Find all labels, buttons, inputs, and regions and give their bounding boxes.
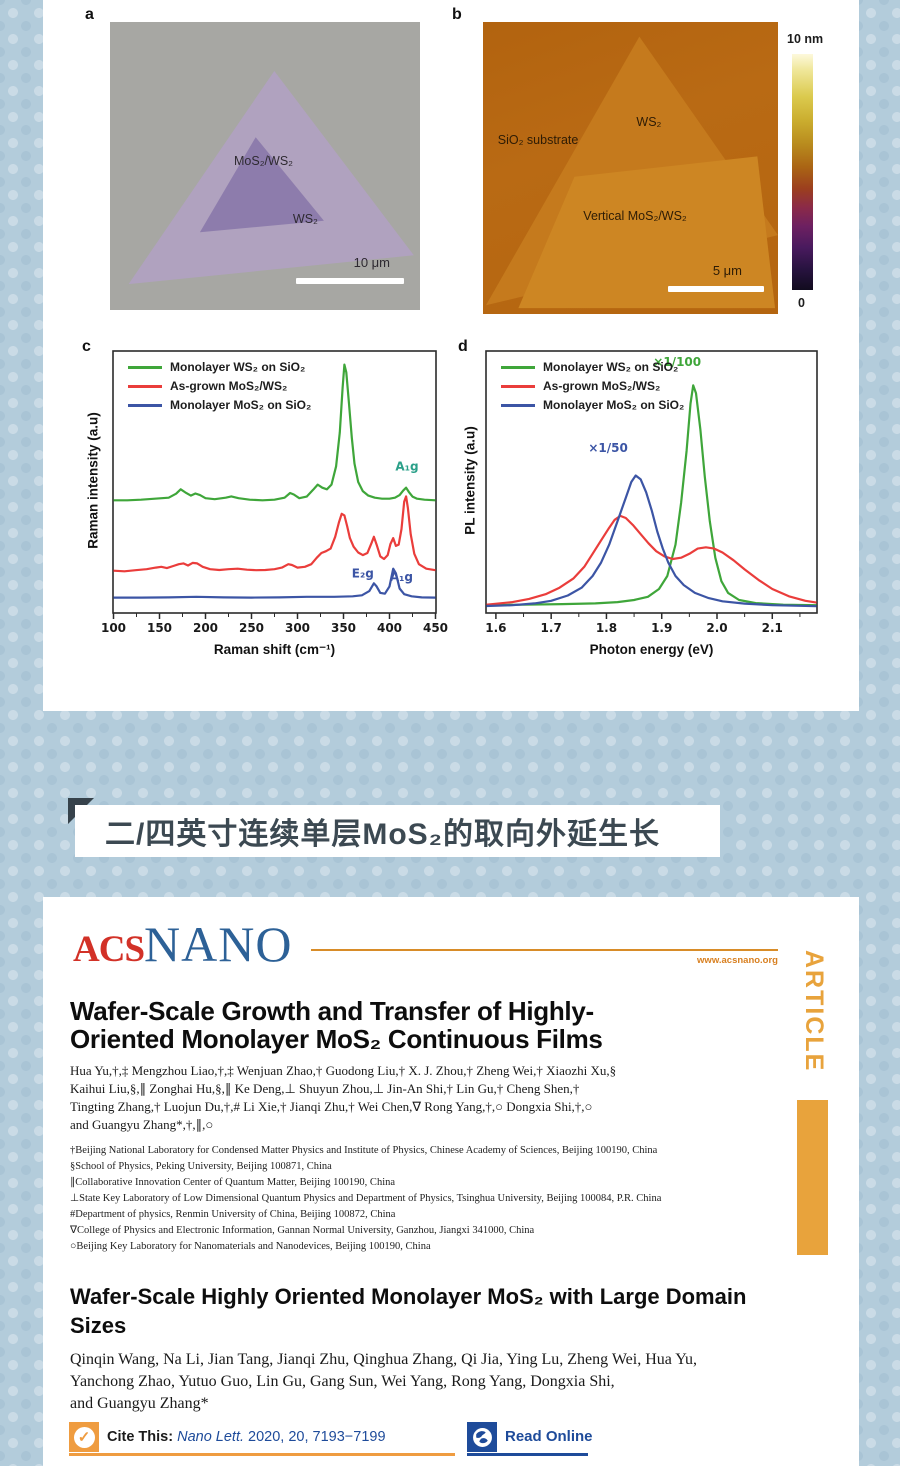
journal-url-link[interactable]: www.acsnano.org [697, 955, 778, 966]
cite-this-button[interactable]: ✓ [69, 1422, 99, 1452]
cite-underline [69, 1453, 455, 1456]
tick-label: 150 [147, 621, 172, 635]
colorbar-max-label: 10 nm [787, 32, 824, 46]
cite-this-label: Cite This: [107, 1429, 174, 1445]
series-Monolayer WS₂ on SiO₂ [486, 384, 817, 607]
tick-label: 450 [423, 621, 448, 635]
author-line: and Guangyu Zhang*,†,∥,○ [70, 1117, 214, 1132]
acs-logo-acs: ACS [73, 929, 145, 970]
cite-ref: 2020, 20, 7193−7199 [244, 1429, 386, 1445]
tick-label: 350 [331, 621, 356, 635]
tick-label: 100 [101, 621, 126, 635]
mos2-ws2-annotation: MoS₂/WS₂ [234, 154, 294, 169]
article-banner-text: ARTICLE [800, 950, 828, 1073]
afm-ws2-annotation: WS₂ [636, 115, 662, 130]
tick-label: 400 [377, 621, 402, 635]
raman-xlabel: Raman shift (cm⁻¹) [213, 642, 336, 657]
vertical-annotation: Vertical MoS₂/WS₂ [583, 208, 687, 223]
chart-annotation: E₂g [352, 566, 374, 580]
pl-ylabel: PL intensity (a.u) [462, 426, 478, 535]
read-online-underline [467, 1453, 588, 1456]
tick-label: 1.8 [596, 621, 617, 635]
tick-label: 1.6 [485, 621, 506, 635]
substrate-annotation: SiO₂ substrate [497, 132, 579, 147]
acs-logo-nano: NANO [144, 916, 293, 972]
section-heading-text: 二/四英寸连续单层MoS₂的取向外延生长 [105, 818, 660, 851]
series-Monolayer WS₂ on SiO₂ [113, 363, 436, 502]
affiliation-item: †Beijing National Laboratory for Condens… [70, 1145, 658, 1156]
afm-image: SiO₂ substrate WS₂ Vertical MoS₂/WS₂ 5 μ… [483, 22, 778, 314]
panel-c-label: c [82, 338, 91, 355]
scalebar-label-b: 5 μm [712, 263, 742, 278]
colorbar [792, 54, 813, 290]
masthead-rule [311, 949, 778, 951]
raman-chart: 100 150 200 250 300 350 400 450 A₁g E₂g A₁g Monola… [101, 350, 448, 635]
figure-card: a MoS₂/WS₂ WS₂ 10 μm b SiO₂ substrate WS… [43, 0, 859, 711]
cite-journal: Nano Lett. [177, 1429, 245, 1445]
tick-label: 2.0 [706, 621, 727, 635]
check-icon: ✓ [73, 1426, 95, 1448]
panel-b-label: b [452, 6, 462, 23]
author-line: Tingting Zhang,† Luojun Du,†,# Li Xie,† … [70, 1099, 593, 1114]
series-Monolayer MoS₂ on SiO₂ [486, 474, 817, 608]
raman-chart-svg: 100 150 200 250 300 350 400 450 A₁g E₂g A₁g [101, 350, 448, 635]
chart-annotation: ×1/100 [653, 355, 701, 369]
axis-frame [485, 350, 818, 614]
tick-label: 1.7 [541, 621, 562, 635]
affiliation-item: ⊥State Key Laboratory of Low Dimensional… [70, 1193, 662, 1204]
colorbar-min-label: 0 [798, 296, 805, 310]
affiliation-item: ○Beijing Key Laboratory for Nanomaterial… [70, 1241, 431, 1252]
tick-label: 1.9 [651, 621, 672, 635]
globe-icon [472, 1427, 492, 1447]
tick-label: 2.1 [762, 621, 783, 635]
cite-this-text[interactable]: Cite This: Nano Lett. 2020, 20, 7193−719… [107, 1429, 386, 1445]
affiliation-item: #Department of physics, Renmin Universit… [70, 1209, 396, 1220]
paper-card: ACS NANO www.acsnano.org ARTICLE Wafer-Sc… [43, 897, 859, 1466]
affiliation-item: ∇College of Physics and Electronic Infor… [70, 1225, 535, 1236]
paper2-author-line: and Guangyu Zhang* [70, 1395, 209, 1412]
optical-image: MoS₂/WS₂ WS₂ 10 μm [110, 22, 420, 310]
scalebar-b [668, 286, 764, 292]
affiliation-item: ∥Collaborative Innovation Center of Quan… [70, 1177, 396, 1188]
paper-title-line1: Wafer-Scale Growth and Transfer of Highl… [70, 996, 594, 1026]
section-heading: 二/四英寸连续单层MoS₂的取向外延生长 [75, 805, 720, 857]
chart-annotation: A₁g [390, 570, 413, 584]
article-banner: ARTICLE [797, 950, 828, 1255]
read-online-button[interactable] [467, 1422, 497, 1452]
paper-title-line2: Oriented Monolayer MoS₂ Continuous Films [70, 1024, 603, 1054]
panel-a-label: a [85, 6, 94, 23]
axis-frame [112, 350, 437, 614]
author-line: Kaihui Liu,§,∥ Zonghai Hu,§,∥ Ke Deng,⊥ … [70, 1081, 580, 1096]
series-Monolayer MoS₂ on SiO₂ [113, 567, 436, 599]
read-online-label[interactable]: Read Online [505, 1428, 593, 1445]
acs-nano-logo: ACS NANO [73, 919, 292, 971]
tick-label: 300 [285, 621, 310, 635]
chart-annotation: A₁g [395, 459, 418, 473]
tick-label: 250 [239, 621, 264, 635]
series-As-grown MoS₂/WS₂ [113, 495, 436, 573]
scalebar-label-a: 10 μm [353, 255, 390, 270]
affiliations: †Beijing National Laboratory for Condens… [70, 1144, 661, 1256]
pl-chart-svg: 1.6 1.7 1.8 1.9 2.0 2.1 ×1/100 ×1/50 [485, 350, 818, 635]
paper2-title-line2: Sizes [70, 1313, 127, 1338]
chart-annotation: ×1/50 [588, 441, 628, 455]
panel-d-label: d [458, 338, 468, 355]
series-As-grown MoS₂/WS₂ [486, 514, 817, 606]
paper2-author-line: Qinqin Wang, Na Li, Jian Tang, Jianqi Zh… [70, 1351, 698, 1368]
pl-xlabel: Photon energy (eV) [589, 642, 714, 657]
raman-ylabel: Raman intensity (a.u) [85, 412, 101, 549]
article-banner-fill [797, 1100, 828, 1255]
scalebar-a [296, 278, 404, 284]
affiliation-item: §School of Physics, Peking University, B… [70, 1161, 332, 1172]
pl-chart: 1.6 1.7 1.8 1.9 2.0 2.1 ×1/100 ×1/50 Monolayer … [485, 350, 818, 635]
paper2-title-line1: Wafer-Scale Highly Oriented Monolayer Mo… [70, 1284, 747, 1309]
tick-label: 200 [193, 621, 218, 635]
paper2-author-line: Yanchong Zhao, Yutuo Guo, Lin Gu, Gang S… [70, 1373, 615, 1390]
ws2-annotation: WS₂ [292, 212, 318, 227]
author-line: Hua Yu,†,‡ Mengzhou Liao,†,‡ Wenjuan Zha… [70, 1063, 617, 1078]
